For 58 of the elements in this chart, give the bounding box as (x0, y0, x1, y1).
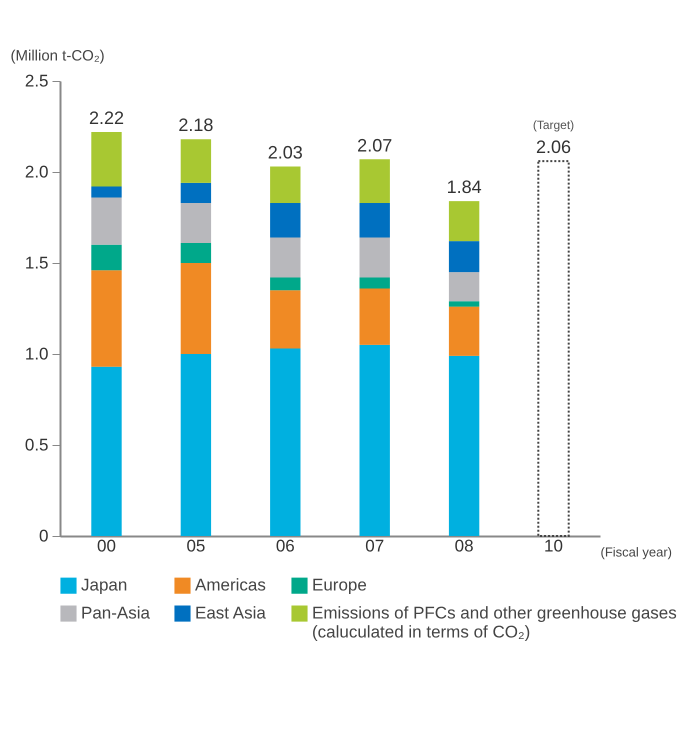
bar (360, 159, 390, 203)
total-label: 1.84 (446, 177, 482, 198)
bar (448, 301, 480, 307)
y-axis-title: (Million t-CO₂) (10, 48, 105, 64)
bar (448, 201, 480, 242)
bar (270, 348, 300, 536)
y-tick-label: 1.5 (24, 254, 48, 272)
legend-label: Americas (195, 576, 266, 595)
bar (537, 160, 570, 537)
total-label: 2.18 (178, 115, 214, 136)
bar (448, 272, 480, 302)
bar (448, 306, 480, 356)
bar (180, 139, 212, 183)
x-tick-label: 10 (544, 536, 563, 556)
bar (448, 241, 480, 272)
bar (91, 132, 122, 187)
bar (270, 278, 300, 290)
y-tick-label: 2.5 (24, 72, 48, 90)
bar (91, 186, 122, 198)
x-tick-label: 00 (97, 536, 116, 556)
x-axis-title: (Fiscal year) (600, 544, 672, 560)
legend-label: Japan (81, 576, 128, 595)
bar (91, 270, 122, 367)
bar (91, 366, 122, 536)
bar (180, 202, 212, 243)
bar (270, 166, 300, 203)
legend-label: Europe (312, 576, 367, 595)
x-tick-label: 07 (365, 536, 384, 556)
bar (360, 238, 390, 278)
total-label: 2.07 (357, 135, 392, 156)
y-tick-label: 0.5 (24, 436, 48, 454)
x-tick-label: 06 (276, 536, 295, 556)
bar (180, 354, 212, 536)
legend-label: Pan-Asia (81, 604, 151, 622)
x-tick-label: 05 (186, 536, 206, 556)
bar (448, 356, 480, 536)
annotation: (Target) (532, 118, 574, 132)
y-tick-label: 0 (39, 526, 48, 546)
legend-label: East Asia (195, 604, 266, 622)
y-tick-label: 2.0 (24, 162, 48, 182)
x-tick-label: 08 (454, 536, 474, 556)
bar (180, 242, 212, 263)
bar (360, 278, 390, 288)
bar (91, 244, 122, 270)
total-label: 2.03 (268, 142, 303, 163)
legend-label: Emissions of PFCs and other greenhouse gases (caluculated in terms of CO₂) (312, 604, 677, 642)
bar (180, 263, 212, 354)
bar (360, 344, 390, 536)
total-label: 2.06 (536, 137, 572, 158)
bar (270, 290, 300, 349)
bar (270, 238, 300, 278)
bar (360, 202, 390, 238)
bar (180, 182, 212, 203)
bar (91, 197, 122, 245)
total-label: 2.22 (88, 108, 124, 128)
y-tick-label: 1.0 (24, 344, 48, 364)
bar (270, 202, 300, 238)
bar (360, 288, 390, 345)
